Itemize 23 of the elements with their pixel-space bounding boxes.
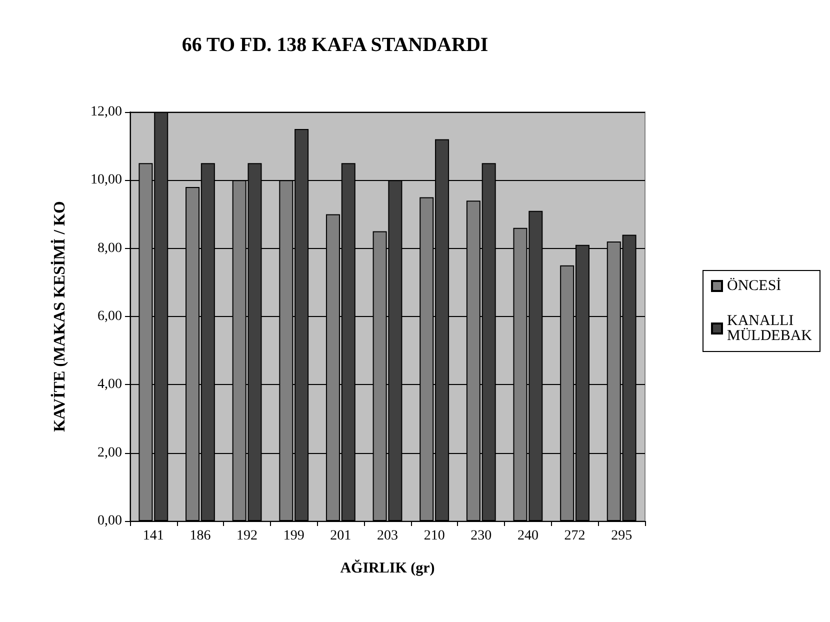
x-tick-label: 203 [377,528,398,544]
x-tick-label: 295 [611,528,632,544]
x-tick-label: 199 [283,528,304,544]
y-axis-title: KAVİTE (MAKAS KESİMİ / KO [50,201,68,432]
y-tick-label: 0,00 [98,514,122,528]
legend-label: KANALLI MÜLDEBAK [727,313,812,344]
x-tick-label: 240 [517,528,538,544]
y-tick-label: 12,00 [90,104,122,120]
x-tick-label: 210 [424,528,445,544]
x-tick-label: 201 [330,528,352,544]
y-tick-label: 2,00 [98,445,122,460]
x-tick-label: 186 [190,528,211,544]
x-tick-label: 272 [564,528,586,544]
x-tick-label: 230 [470,528,492,544]
legend-label: ÖNCESİ [727,277,782,294]
chart-title: 66 TO FD. 138 KAFA STANDARDI [182,34,488,56]
y-tick-label: 8,00 [98,240,122,256]
x-axis-title: AĞIRLIK (gr) [340,558,435,576]
x-tick-label: 192 [236,528,258,544]
x-tick-label: 141 [142,528,164,544]
y-tick-label: 6,00 [98,309,122,324]
y-tick-label: 10,00 [90,172,122,188]
y-tick-label: 4,00 [98,377,122,392]
